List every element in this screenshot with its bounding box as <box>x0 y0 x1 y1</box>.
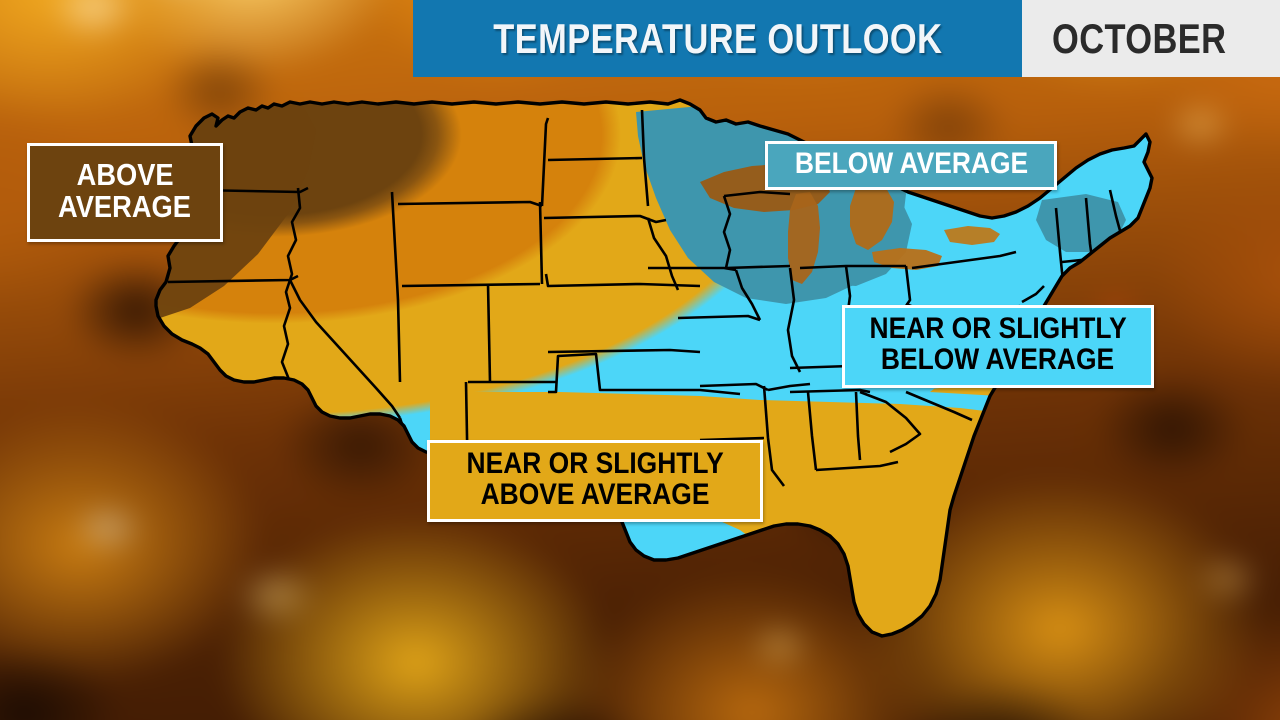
callout-line: BELOW AVERAGE <box>794 146 1028 180</box>
legend-callout-above-average: ABOVE AVERAGE <box>27 143 223 242</box>
callout-line: BELOW AVERAGE <box>881 343 1115 376</box>
header-month-label: OCTOBER <box>1052 14 1227 62</box>
callout-line: AVERAGE <box>58 189 192 224</box>
legend-callout-near-or-slightly-below-average: NEAR OR SLIGHTLY BELOW AVERAGE <box>842 305 1154 388</box>
callout-line: ABOVE AVERAGE <box>480 477 710 511</box>
legend-callout-near-or-slightly-above-average: NEAR OR SLIGHTLY ABOVE AVERAGE <box>427 440 763 522</box>
header-month-bar: OCTOBER <box>1022 0 1280 77</box>
page-title: TEMPERATURE OUTLOOK <box>492 14 943 62</box>
header-title-bar: TEMPERATURE OUTLOOK <box>413 0 1022 77</box>
callout-line: NEAR OR SLIGHTLY <box>466 446 724 480</box>
graphic-header: TEMPERATURE OUTLOOK OCTOBER <box>413 0 1280 77</box>
callout-line: NEAR OR SLIGHTLY <box>869 312 1127 346</box>
callout-line: ABOVE <box>76 157 174 193</box>
legend-callout-below-average: BELOW AVERAGE <box>765 141 1057 190</box>
